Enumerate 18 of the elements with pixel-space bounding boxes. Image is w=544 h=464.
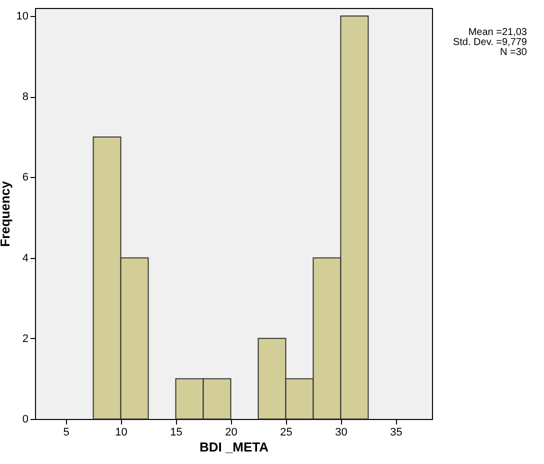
text: Std. Dev. =9,779 [452,37,528,48]
y-axis-title: Frequency [0,180,12,247]
y-tick-label: 8 [22,91,28,104]
x-tick-label: 35 [390,426,402,438]
x-tick-label: 10 [115,426,128,438]
text: Mean =21,03 [468,27,528,38]
y-tick-label: 10 [16,10,28,23]
x-tick-label: 5 [63,426,70,438]
text: N =30 [500,47,528,58]
x-axis-title: BDI _META [199,440,270,454]
y-tick-label: 0 [22,414,28,426]
y-tick-label: 4 [22,252,28,264]
y-tick-label: 6 [22,172,28,184]
y-tick-label: 2 [22,332,28,345]
x-tick-label: 30 [335,426,348,438]
x-tick-label: 20 [225,426,238,438]
x-tick-label: 15 [170,426,182,438]
x-tick-label: 25 [280,426,292,438]
